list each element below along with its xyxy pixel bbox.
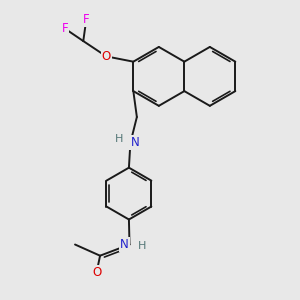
Text: O: O bbox=[102, 50, 111, 63]
Text: H: H bbox=[115, 134, 123, 144]
Text: N: N bbox=[130, 136, 139, 149]
Text: H: H bbox=[138, 241, 146, 251]
Text: F: F bbox=[62, 22, 68, 35]
Text: O: O bbox=[92, 266, 101, 279]
Text: F: F bbox=[83, 14, 89, 26]
Text: N: N bbox=[120, 238, 129, 251]
